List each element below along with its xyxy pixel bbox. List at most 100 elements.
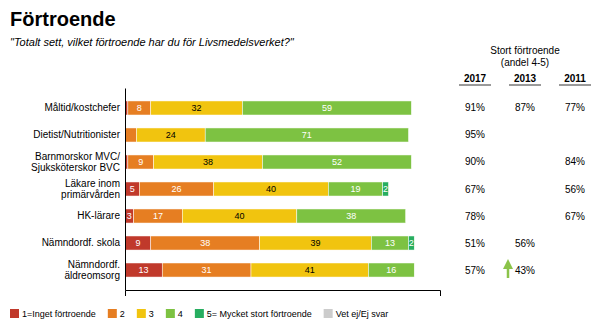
bar (125, 182, 139, 196)
data-label: 5 (130, 184, 135, 194)
x-axis (126, 291, 441, 297)
bar (139, 182, 213, 196)
data-label: 24 (166, 130, 176, 140)
legend-swatch (166, 309, 175, 318)
subtitle: "Totalt sett, vilket förtroende har du f… (10, 36, 295, 48)
tick-label: Läkare inomprimärvården (61, 178, 120, 200)
arrow (507, 264, 510, 278)
data-label: 40 (266, 184, 276, 194)
bar (154, 155, 263, 169)
data-label: 52 (332, 157, 342, 167)
legend-entry: 4 (178, 309, 183, 319)
bar (136, 128, 205, 142)
tick-label: Dietist/Nutritionister (33, 129, 120, 140)
y-axis: Måltid/kostchefer Dietist/Nutritionister B… (31, 89, 125, 291)
data-label: 71 (302, 130, 312, 140)
tick: Läkare inomprimärvården (61, 178, 120, 200)
data-label: 2 (383, 184, 388, 194)
bar (182, 209, 297, 223)
table-value: 43% (515, 265, 535, 276)
table-value: 56% (565, 184, 585, 195)
column-header: 2013 (514, 73, 537, 84)
tick-label: HK-lärare (77, 210, 120, 221)
bar (409, 236, 415, 250)
bar (328, 182, 382, 196)
legend-swatch (137, 309, 146, 318)
data-label: 39 (310, 238, 320, 248)
bar (125, 128, 136, 142)
column-underline (559, 85, 591, 86)
data-label: 38 (203, 157, 213, 167)
bars (125, 101, 414, 277)
bar (262, 155, 411, 169)
tick-label: Nämndordf.äldreomsorg (64, 259, 120, 281)
bar (214, 182, 329, 196)
data-label: 32 (192, 103, 202, 113)
table-value: 77% (565, 102, 585, 113)
bar (125, 209, 134, 223)
data-label: 16 (386, 265, 396, 275)
table-value: 87% (515, 102, 535, 113)
legend: 1=Inget förtroende2345= Mycket stort för… (10, 309, 388, 319)
column-header: 2011 (564, 73, 586, 84)
bar (151, 101, 243, 115)
bar (205, 128, 408, 142)
column-underline (459, 85, 491, 86)
data-label: 19 (351, 184, 361, 194)
data-label: 13 (139, 265, 149, 275)
legend-swatch (108, 309, 117, 318)
tick: Nämndordf.äldreomsorg (64, 259, 120, 281)
y-axis-line (125, 89, 126, 291)
tick-label: Nämndordf. skola (42, 237, 121, 248)
bar (242, 101, 411, 115)
tick: Nämndordf. skola (42, 237, 121, 248)
bar (128, 155, 154, 169)
data-label: 17 (153, 211, 163, 221)
data-label: 41 (305, 265, 315, 275)
bar (134, 209, 183, 223)
bar (151, 236, 260, 250)
table-title: Stort förtroende(andel 4-5) (490, 45, 560, 68)
legend-swatch (195, 309, 204, 318)
data-label: 9 (138, 157, 143, 167)
tick: Barnmorskor MVC/Sjuksköterskor BVC (31, 151, 120, 173)
bar (368, 263, 414, 277)
bar (125, 236, 151, 250)
bar (128, 101, 151, 115)
legend-swatch (10, 309, 19, 318)
tick: Måltid/kostchefer (44, 102, 120, 113)
data-label: 2 (409, 238, 414, 248)
chart: Förtroende "Totalt sett, vilket förtroend… (0, 0, 606, 328)
data-label: 38 (346, 211, 356, 221)
table-value: 67% (465, 184, 485, 195)
bar (297, 209, 406, 223)
column-header: 2017 (464, 73, 487, 84)
bar (260, 236, 372, 250)
table-value: 91% (465, 102, 485, 113)
table-value: 78% (465, 211, 485, 222)
data-label: 26 (172, 184, 182, 194)
bar (162, 263, 251, 277)
table-value: 51% (465, 238, 485, 249)
table-value: 90% (465, 156, 485, 167)
bar (251, 263, 368, 277)
column-underline (509, 85, 541, 86)
data-label: 59 (322, 103, 332, 113)
bar (383, 182, 389, 196)
legend-entry: 2 (120, 309, 125, 319)
legend-entry: 5= Mycket stort förtroende (207, 309, 312, 319)
tick: Dietist/Nutritionister (33, 129, 120, 140)
table-value: 57% (465, 265, 485, 276)
data-label: 9 (135, 238, 140, 248)
x-axis-line (126, 291, 441, 297)
legend-entry: 3 (149, 309, 154, 319)
data-label: 3 (127, 211, 132, 221)
bar (371, 236, 408, 250)
data-label: 8 (137, 103, 142, 113)
legend-swatch (324, 309, 333, 318)
table-value: 95% (465, 129, 485, 140)
title: Förtroende (10, 8, 116, 30)
table-value: 67% (565, 211, 585, 222)
bar (125, 263, 162, 277)
tick-label: Barnmorskor MVC/Sjuksköterskor BVC (31, 151, 120, 173)
